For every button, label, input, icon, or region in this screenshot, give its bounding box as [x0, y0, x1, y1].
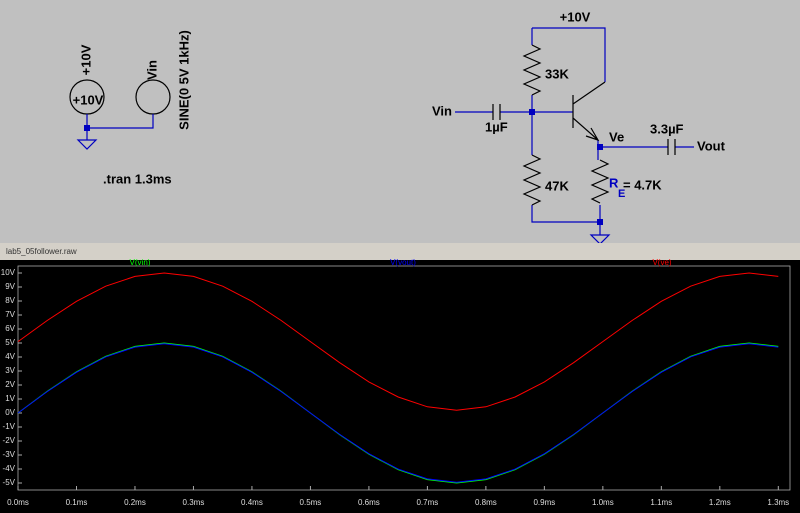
x-tick-label: 0.4ms	[241, 498, 263, 507]
y-tick-label: 8V	[5, 296, 15, 305]
plot-background	[0, 243, 800, 513]
y-tick-label: 7V	[5, 310, 15, 319]
y-tick-label: 6V	[5, 324, 15, 333]
y-tick-label: 1V	[5, 394, 15, 403]
y-tick-label: 0V	[5, 408, 15, 417]
x-tick-label: 1.2ms	[709, 498, 731, 507]
x-tick-label: 0.2ms	[124, 498, 146, 507]
window-title: lab5_05follower.raw	[6, 247, 77, 256]
node	[84, 125, 90, 131]
node	[597, 144, 603, 150]
schematic: +10V +10V Vin SINE(0 5V 1kHz) .tran 1.3m…	[0, 0, 800, 243]
plot-frame	[17, 265, 791, 491]
y-tick-label: 9V	[5, 282, 15, 291]
label: +10V	[78, 44, 93, 75]
y-tick-label: 2V	[5, 380, 15, 389]
ground	[589, 234, 611, 243]
directive: .tran 1.3ms	[103, 171, 172, 186]
x-tick-label: 1.1ms	[650, 498, 672, 507]
label: 47K	[545, 178, 569, 193]
legend-entry: V(vout)	[390, 258, 416, 267]
node	[529, 109, 535, 115]
x-tick-label: 1.0ms	[592, 498, 614, 507]
label: +10V	[560, 9, 591, 24]
label: Ve	[609, 129, 624, 144]
label: 33K	[545, 66, 569, 81]
y-tick-label: -5V	[3, 478, 16, 487]
y-tick-label: 10V	[1, 268, 16, 277]
window-titlebar	[0, 243, 800, 260]
label: R	[609, 175, 619, 190]
y-tick-label: 5V	[5, 338, 15, 347]
schematic-background	[0, 0, 800, 243]
label: E	[618, 188, 625, 200]
label: SINE(0 5V 1kHz)	[176, 30, 191, 130]
waveform-viewer: lab5_05follower.raw 10V 9V 8V 7V 6V 5V 4V 3V 2V 1…	[0, 243, 800, 513]
label: = 4.7K	[623, 177, 662, 192]
x-tick-label: 0.5ms	[300, 498, 322, 507]
x-tick-label: 1.3ms	[767, 498, 789, 507]
legend-entry: V(ve)	[652, 258, 671, 267]
label: Vout	[697, 138, 726, 153]
component	[492, 44, 676, 206]
y-tick-label: 3V	[5, 366, 15, 375]
label: 3.3µF	[650, 121, 684, 136]
y-tick-label: 4V	[5, 352, 15, 361]
y-tick-label: -4V	[3, 464, 16, 473]
x-tick-label: 0.8ms	[475, 498, 497, 507]
x-tick-label: 0.3ms	[183, 498, 205, 507]
x-tick-label: 0.9ms	[533, 498, 555, 507]
legend-entry: V(vin)	[130, 258, 151, 267]
y-tick-label: -1V	[3, 422, 16, 431]
x-tick-label: 0.0ms	[7, 498, 29, 507]
y-tick-label: -2V	[3, 436, 16, 445]
label: +10V	[73, 92, 104, 107]
label: Vin	[432, 103, 452, 118]
trace	[17, 272, 779, 411]
node	[597, 219, 603, 225]
x-tick-label: 0.1ms	[66, 498, 88, 507]
y-tick-label: -3V	[3, 450, 16, 459]
x-tick-label: 0.6ms	[358, 498, 380, 507]
x-tick-label: 0.7ms	[416, 498, 438, 507]
label: 1µF	[485, 119, 508, 134]
label: Vin	[144, 60, 159, 80]
trace	[17, 343, 779, 483]
